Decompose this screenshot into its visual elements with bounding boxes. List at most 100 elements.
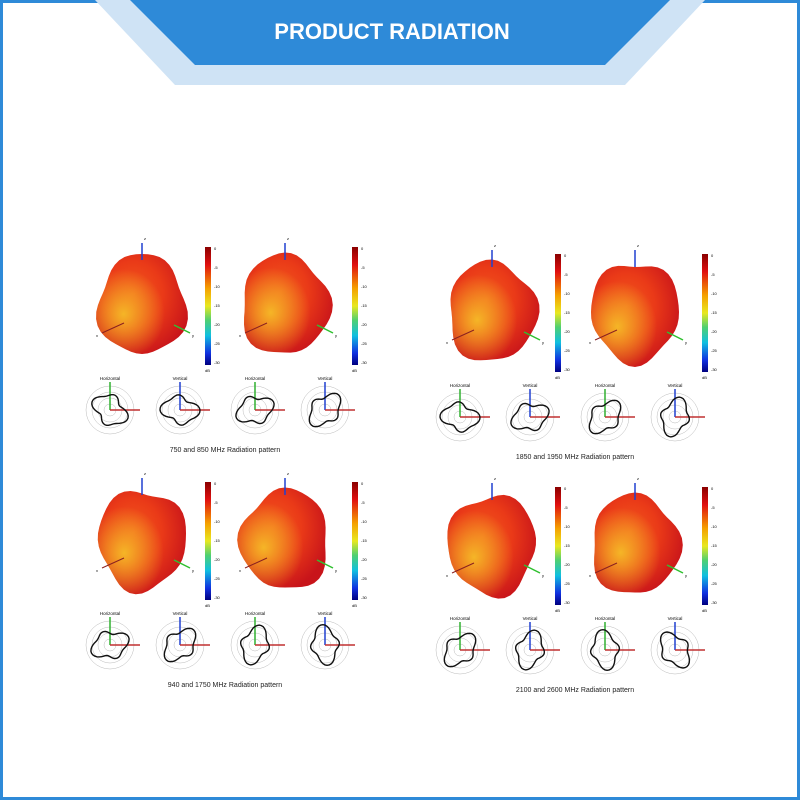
- panel-caption: 750 and 850 MHz Radiation pattern: [170, 447, 281, 454]
- axis-y: [173, 559, 191, 569]
- colorbar-tick: 0: [214, 246, 217, 251]
- colorbar-tick: -25: [361, 341, 368, 346]
- axis-label: z: [287, 471, 289, 476]
- axis-label: y: [542, 573, 544, 578]
- colorbar-tick: -5: [564, 505, 568, 510]
- colorbar-tick: 0: [711, 486, 714, 491]
- pattern-3d: z x y: [589, 243, 687, 367]
- axis-label: x: [239, 333, 241, 338]
- axis-y: [173, 324, 191, 334]
- polar-plot: Vertical: [650, 383, 705, 442]
- axis-label: z: [637, 476, 639, 481]
- polar-pattern: [589, 628, 621, 672]
- colorbar-scale: [205, 247, 211, 365]
- colorbar-tick: -10: [214, 519, 221, 524]
- pattern-3d: z x y: [239, 236, 337, 353]
- colorbar-tick: -30: [564, 367, 571, 372]
- colorbar: 0 -5 -10 -15 -20 -25 -30 dB: [352, 246, 368, 373]
- polar-title: Horizontal: [245, 611, 265, 616]
- colorbar: 0 -5 -10 -15 -20 -25 -30 dB: [205, 246, 221, 373]
- colorbar-tick: -25: [214, 576, 221, 581]
- polar-pattern: [439, 401, 481, 433]
- colorbar-tick: -30: [214, 360, 221, 365]
- colorbar-tick: -5: [361, 500, 365, 505]
- pattern-3d: z x y: [96, 471, 194, 595]
- polar-plot: Vertical: [650, 616, 705, 675]
- axis-label: z: [494, 476, 496, 481]
- blob-highlight: [447, 494, 536, 599]
- colorbar-tick: -5: [214, 500, 218, 505]
- colorbar-tick: -20: [214, 322, 221, 327]
- blob-highlight: [450, 259, 540, 361]
- polar-plot: Vertical: [300, 611, 355, 670]
- colorbar-tick: -30: [214, 595, 221, 600]
- axis-label: x: [589, 573, 591, 578]
- blob-highlight: [594, 492, 683, 593]
- colorbar-scale: [702, 487, 708, 605]
- colorbar-tick: -15: [361, 538, 368, 543]
- polar-pattern: [510, 402, 550, 432]
- colorbar-tick: -25: [564, 581, 571, 586]
- axis-label: y: [335, 333, 337, 338]
- colorbar-tick: -10: [564, 524, 571, 529]
- colorbar-tick: -20: [361, 557, 368, 562]
- header-title: PRODUCT RADIATION: [274, 19, 509, 44]
- polar-pattern: [240, 624, 270, 666]
- pattern-3d: z x y: [96, 236, 194, 354]
- polar-title: Vertical: [318, 611, 333, 616]
- colorbar-tick: -15: [214, 303, 221, 308]
- polar-plot: Horizontal: [230, 611, 285, 670]
- colorbar-tick: -10: [711, 524, 718, 529]
- axis-label: y: [192, 568, 194, 573]
- polar-pattern: [660, 396, 690, 438]
- polar-pattern: [588, 399, 622, 435]
- panel-caption: 1850 and 1950 MHz Radiation pattern: [516, 454, 634, 461]
- colorbar-unit: dB: [352, 603, 357, 608]
- colorbar: 0 -5 -10 -15 -20 -25 -30 dB: [555, 486, 571, 613]
- polar-pattern: [309, 623, 341, 667]
- colorbar-tick: -20: [564, 329, 571, 334]
- colorbar-tick: -20: [564, 562, 571, 567]
- axis-y: [666, 564, 684, 574]
- axis-label: z: [494, 243, 496, 248]
- colorbar-tick: -5: [361, 265, 365, 270]
- axis-label: y: [542, 340, 544, 345]
- polar-pattern: [515, 629, 545, 671]
- axis-label: y: [192, 333, 194, 338]
- polar-title: Vertical: [173, 376, 188, 381]
- polar-plot: Horizontal: [580, 616, 635, 675]
- colorbar-tick: -15: [564, 310, 571, 315]
- colorbar-scale: [352, 247, 358, 365]
- polar-pattern: [90, 630, 130, 660]
- colorbar-scale: [205, 482, 211, 600]
- axis-y: [316, 559, 334, 569]
- polar-title: Horizontal: [245, 376, 265, 381]
- colorbar-tick: -15: [711, 310, 718, 315]
- colorbar-unit: dB: [205, 603, 210, 608]
- colorbar-tick: -5: [564, 272, 568, 277]
- colorbar-tick: -20: [711, 329, 718, 334]
- colorbar-tick: -5: [711, 505, 715, 510]
- polar-plot: Vertical: [300, 376, 355, 435]
- colorbar-tick: -30: [711, 600, 718, 605]
- axis-y: [316, 324, 334, 334]
- axis-x: [101, 557, 125, 569]
- polar-plot: Vertical: [155, 611, 210, 670]
- axis-label: x: [446, 340, 448, 345]
- colorbar-unit: dB: [702, 375, 707, 380]
- polar-title: Vertical: [523, 616, 538, 621]
- colorbar-tick: -10: [361, 519, 368, 524]
- colorbar-tick: 0: [711, 253, 714, 258]
- polar-plot: Vertical: [505, 616, 560, 675]
- polar-plot: Vertical: [155, 376, 210, 435]
- axis-x: [594, 329, 618, 341]
- colorbar-unit: dB: [555, 375, 560, 380]
- axis-y: [666, 331, 684, 341]
- polar-plot: Horizontal: [85, 611, 140, 670]
- colorbar-tick: -30: [564, 600, 571, 605]
- polar-plot: Horizontal: [435, 616, 490, 675]
- axis-label: z: [287, 236, 289, 241]
- colorbar: 0 -5 -10 -15 -20 -25 -30 dB: [702, 486, 718, 613]
